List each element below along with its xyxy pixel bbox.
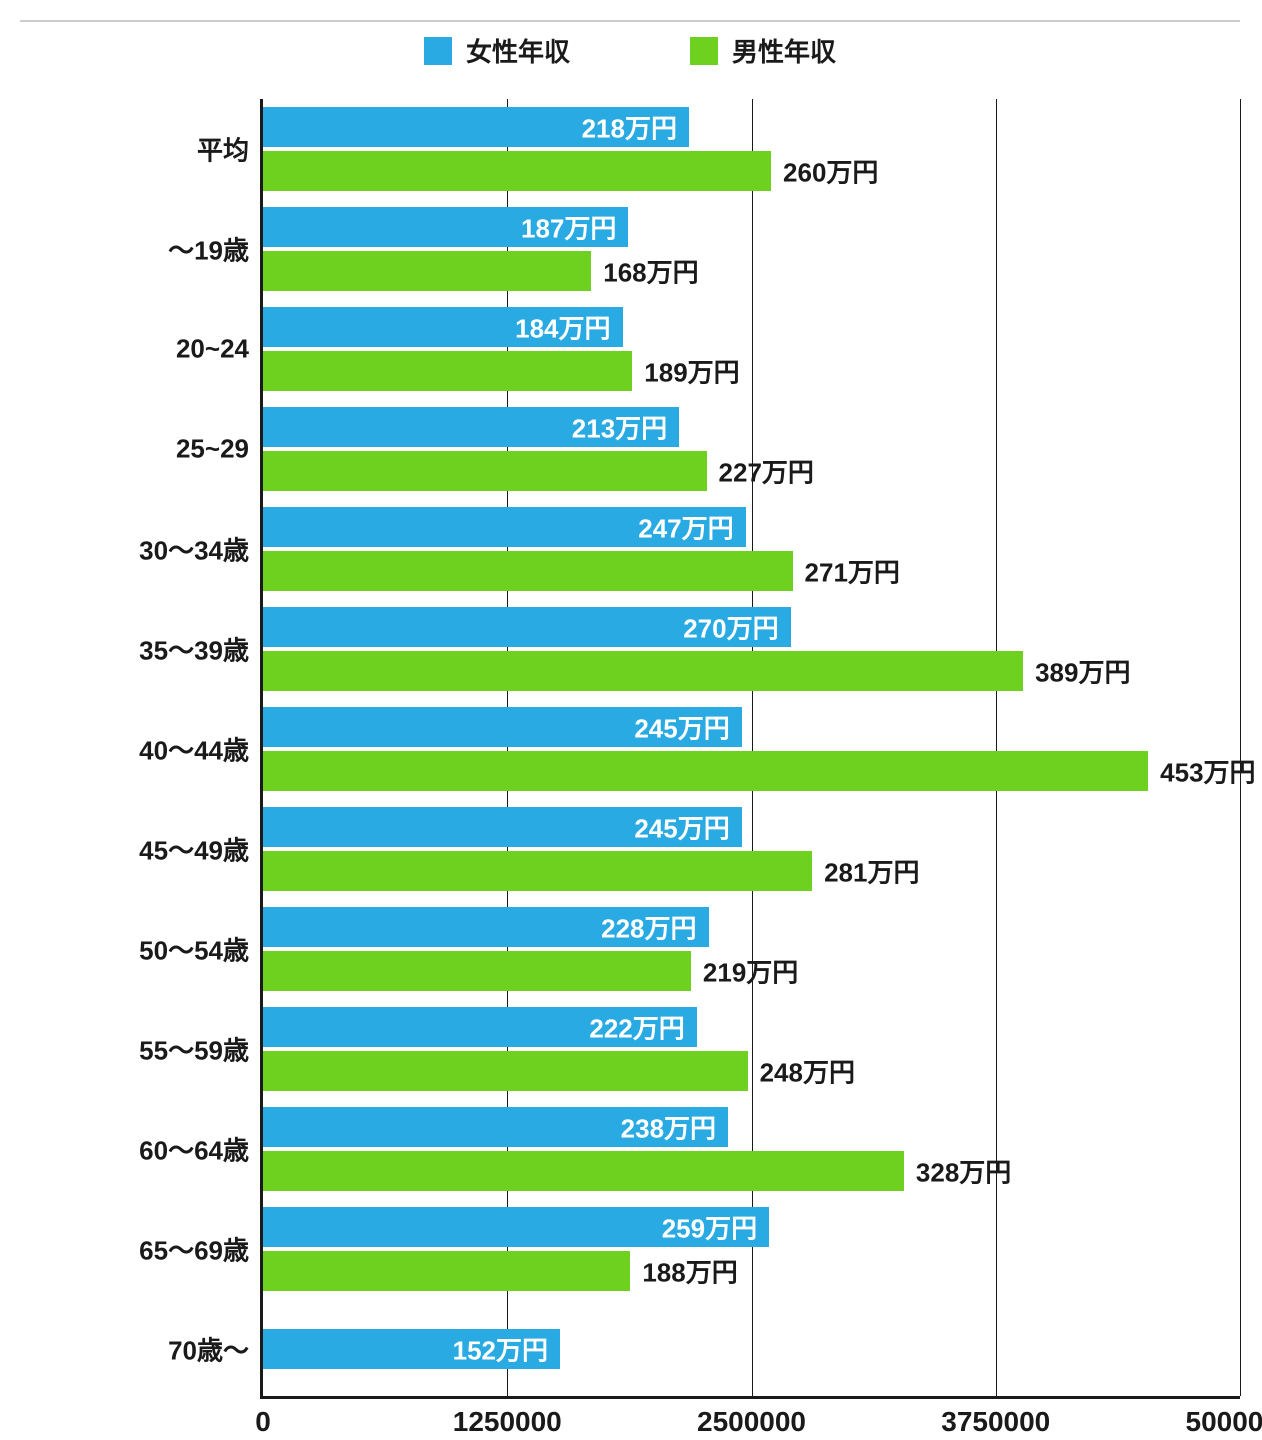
category-label: 55〜59歳 — [139, 1031, 249, 1068]
category-group: 50〜54歳228万円219万円 — [263, 899, 1240, 999]
category-group: 35〜39歳270万円389万円 — [263, 599, 1240, 699]
bar-value-label: 168万円 — [603, 253, 698, 290]
bar: 259万円 — [263, 1207, 769, 1247]
x-tick-label: 2500000 — [697, 1406, 806, 1438]
bar-value-label: 328万円 — [916, 1153, 1011, 1190]
legend-swatch-female — [424, 37, 452, 65]
bar-value-label: 248万円 — [760, 1053, 855, 1090]
bar: 218万円 — [263, 107, 689, 147]
category-label: 60〜64歳 — [139, 1131, 249, 1168]
bar-value-label: 259万円 — [662, 1209, 757, 1246]
chart-container: 女性年収 男性年収 01250000250000037500005000000平… — [20, 20, 1240, 1399]
category-label: 45〜49歳 — [139, 831, 249, 868]
bar-value-label: 271万円 — [805, 553, 900, 590]
legend-item-female: 女性年収 — [424, 32, 570, 69]
bar-value-label: 188万円 — [642, 1253, 737, 1290]
bar-value-label: 213万円 — [572, 409, 667, 446]
bar-value-label: 219万円 — [703, 953, 798, 990]
bar-value-label: 222万円 — [589, 1009, 684, 1046]
category-label: 平均 — [197, 131, 249, 168]
bar-value-label: 245万円 — [634, 809, 729, 846]
bar-value-label: 189万円 — [644, 353, 739, 390]
bar: 248万円 — [263, 1051, 748, 1091]
category-group: 55〜59歳222万円248万円 — [263, 999, 1240, 1099]
bar-value-label: 227万円 — [719, 453, 814, 490]
gridline — [1240, 99, 1241, 1396]
bar-value-label: 389万円 — [1035, 653, 1130, 690]
category-label: 25~29 — [176, 434, 249, 465]
bar: 219万円 — [263, 951, 691, 991]
category-group: 平均218万円260万円 — [263, 99, 1240, 199]
bar-value-label: 260万円 — [783, 153, 878, 190]
category-group: 〜19歳187万円168万円 — [263, 199, 1240, 299]
legend-item-male: 男性年収 — [690, 32, 836, 69]
bar: 247万円 — [263, 507, 746, 547]
bar: 389万円 — [263, 651, 1023, 691]
category-label: 40〜44歳 — [139, 731, 249, 768]
bar-value-label: 152万円 — [453, 1331, 548, 1368]
category-label: 20~24 — [176, 334, 249, 365]
bar: 271万円 — [263, 551, 793, 591]
category-group: 25~29213万円227万円 — [263, 399, 1240, 499]
bar: 152万円 — [263, 1329, 560, 1369]
category-group: 40〜44歳245万円453万円 — [263, 699, 1240, 799]
bar: 227万円 — [263, 451, 707, 491]
x-tick-label: 0 — [255, 1406, 271, 1438]
bar: 187万円 — [263, 207, 628, 247]
bar: 168万円 — [263, 251, 591, 291]
bar: 184万円 — [263, 307, 623, 347]
bar: 222万円 — [263, 1007, 697, 1047]
bar: 245万円 — [263, 707, 742, 747]
bar-value-label: 453万円 — [1160, 753, 1255, 790]
bar-value-label: 247万円 — [638, 509, 733, 546]
legend-swatch-male — [690, 37, 718, 65]
bar-value-label: 245万円 — [634, 709, 729, 746]
category-label: 50〜54歳 — [139, 931, 249, 968]
category-label: 〜19歳 — [168, 231, 249, 268]
category-group: 60〜64歳238万円328万円 — [263, 1099, 1240, 1199]
x-tick-label: 1250000 — [453, 1406, 562, 1438]
category-label: 65〜69歳 — [139, 1231, 249, 1268]
legend-label-female: 女性年収 — [466, 32, 570, 69]
category-group: 45〜49歳245万円281万円 — [263, 799, 1240, 899]
bar: 228万円 — [263, 907, 709, 947]
bar-value-label: 238万円 — [621, 1109, 716, 1146]
bar-value-label: 187万円 — [521, 209, 616, 246]
category-label: 35〜39歳 — [139, 631, 249, 668]
category-group: 30〜34歳247万円271万円 — [263, 499, 1240, 599]
bar-value-label: 281万円 — [824, 853, 919, 890]
bar: 270万円 — [263, 607, 791, 647]
legend-label-male: 男性年収 — [732, 32, 836, 69]
category-group: 65〜69歳259万円188万円 — [263, 1199, 1240, 1299]
bar: 189万円 — [263, 351, 632, 391]
category-group: 70歳〜152万円 — [263, 1299, 1240, 1399]
bar: 453万円 — [263, 751, 1148, 791]
bar-value-label: 184万円 — [515, 309, 610, 346]
bar: 245万円 — [263, 807, 742, 847]
bar: 238万円 — [263, 1107, 728, 1147]
bar: 188万円 — [263, 1251, 630, 1291]
bar: 213万円 — [263, 407, 679, 447]
x-tick-label: 3750000 — [941, 1406, 1050, 1438]
bar-value-label: 228万円 — [601, 909, 696, 946]
x-tick-label: 5000000 — [1185, 1406, 1262, 1438]
category-label: 30〜34歳 — [139, 531, 249, 568]
plot-area: 01250000250000037500005000000平均218万円260万… — [260, 99, 1240, 1399]
bar: 281万円 — [263, 851, 812, 891]
bar-value-label: 218万円 — [582, 109, 677, 146]
category-label: 70歳〜 — [168, 1331, 249, 1368]
bar: 328万円 — [263, 1151, 904, 1191]
legend: 女性年収 男性年収 — [20, 32, 1240, 69]
bar-value-label: 270万円 — [683, 609, 778, 646]
bar: 260万円 — [263, 151, 771, 191]
category-group: 20~24184万円189万円 — [263, 299, 1240, 399]
